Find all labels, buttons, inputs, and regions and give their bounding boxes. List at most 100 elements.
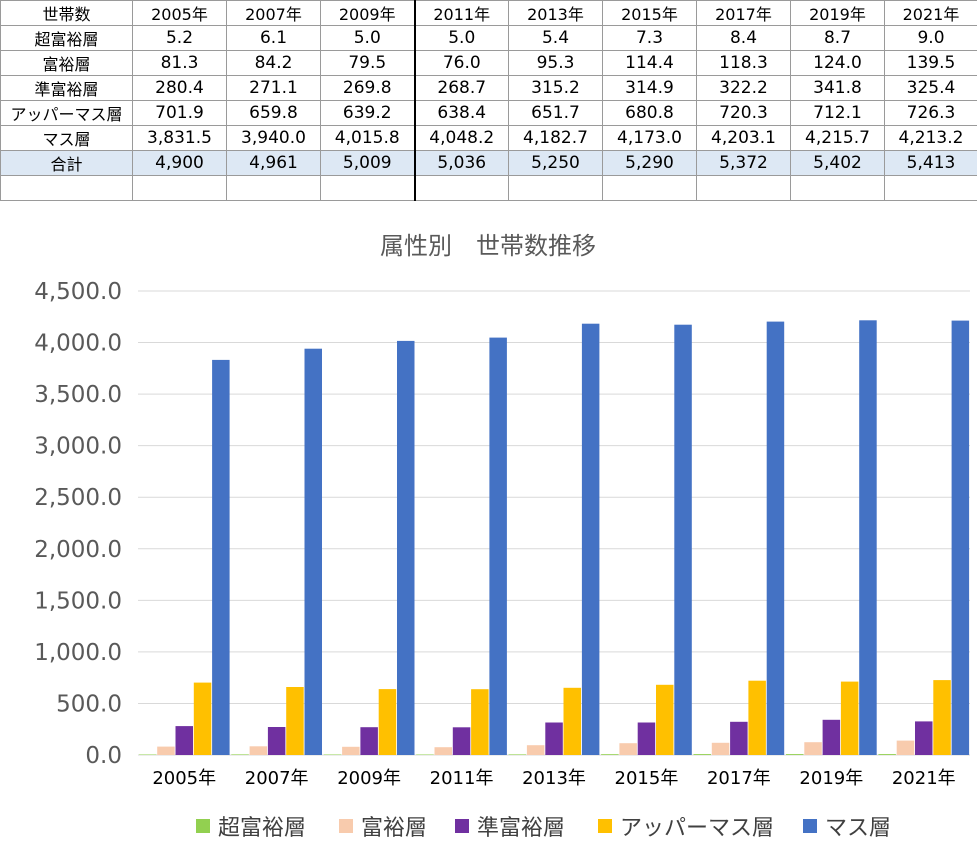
value-cell: 6.1 (226, 25, 321, 51)
x-tick-label: 2013年 (522, 768, 586, 789)
bar (822, 719, 841, 755)
bar (138, 754, 157, 755)
value-cell: 280.4 (132, 75, 227, 101)
total-value-cell: 4,961 (226, 150, 321, 176)
x-tick-label: 2021年 (892, 768, 956, 789)
value-cell: 325.4 (884, 75, 977, 101)
legend-label: アッパーマス層 (620, 816, 774, 841)
bar (581, 323, 600, 755)
bar (304, 348, 322, 755)
value-cell: 95.3 (508, 50, 603, 76)
legend-item: 準富裕層 (455, 816, 565, 841)
legend-swatch (598, 819, 612, 833)
legend-label: 超富裕層 (218, 816, 306, 841)
total-value-cell: 5,290 (602, 150, 697, 176)
y-tick-label: 2,000.0 (34, 537, 122, 563)
row-label-cell: 超富裕層 (0, 25, 133, 51)
x-tick-label: 2007年 (245, 768, 309, 789)
bar-chart: 属性別 世帯数推移 0.0 500.0 1,000.0 1,500.0 2,000.0 2… (34, 232, 970, 841)
value-cell: 3,940.0 (226, 125, 321, 151)
empty-row (0, 175, 977, 201)
bar (267, 727, 286, 755)
bar (489, 337, 507, 755)
value-cell: 726.3 (884, 100, 977, 126)
value-cell: 79.5 (320, 50, 415, 76)
bar (157, 746, 175, 755)
empty-cell (413, 175, 509, 201)
x-tick-label: 2005年 (152, 768, 216, 789)
bar (601, 754, 619, 755)
y-tick-label: 4,000.0 (34, 331, 122, 357)
bar (951, 320, 970, 755)
value-cell: 639.2 (320, 100, 415, 126)
total-value-cell: 5,372 (696, 150, 791, 176)
bar (859, 320, 877, 755)
bar (342, 746, 360, 755)
bar (360, 727, 378, 755)
bar (175, 726, 193, 755)
year-header-cell: 2017年 (696, 0, 791, 26)
bar (416, 754, 434, 755)
bar (563, 687, 581, 755)
table-header-row: 世帯数 2005年 2007年 2009年 2011年 2013年 2015年 2017年 20… (0, 0, 977, 26)
bar (674, 324, 692, 755)
year-header-cell: 2007年 (226, 0, 321, 26)
value-cell: 124.0 (790, 50, 885, 76)
bar (896, 740, 915, 755)
empty-cell (0, 175, 133, 201)
value-cell: 4,182.7 (508, 125, 603, 151)
value-cell: 4,048.2 (413, 125, 509, 151)
bar (693, 754, 711, 755)
x-tick-label: 2011年 (430, 768, 494, 789)
x-tick-label: 2017年 (707, 768, 771, 789)
legend-item: マス層 (803, 816, 891, 841)
value-cell: 268.7 (413, 75, 509, 101)
row-label-cell: アッパーマス層 (0, 100, 133, 126)
value-cell: 680.8 (602, 100, 697, 126)
bar (545, 722, 563, 755)
bar (434, 747, 452, 755)
legend-item: 富裕層 (339, 816, 427, 841)
value-cell: 701.9 (132, 100, 227, 126)
legend: 超富裕層 富裕層 準富裕層 アッパーマス層 マス層 (196, 816, 891, 841)
legend-item: アッパーマス層 (598, 816, 774, 841)
year-header-cell: 2015年 (602, 0, 697, 26)
empty-cell (884, 175, 977, 201)
value-cell: 271.1 (226, 75, 321, 101)
x-axis-ticks: 2005年 2007年 2009年 2011年 2013年 2015年 2017年 2019年… (152, 768, 955, 789)
value-cell: 4,203.1 (696, 125, 791, 151)
value-cell: 5.2 (132, 25, 227, 51)
bar (786, 754, 804, 755)
bar (915, 721, 933, 755)
bar (193, 682, 212, 755)
row-label-cell: 富裕層 (0, 50, 133, 76)
y-tick-label: 3,500.0 (34, 382, 122, 408)
table-row: 準富裕層 280.4 271.1 269.8 268.7 315.2 314.9 322.2 3… (0, 75, 977, 101)
legend-swatch (339, 819, 353, 833)
bar (619, 743, 637, 755)
x-tick-label: 2019年 (799, 768, 863, 789)
empty-cell (320, 175, 415, 201)
legend-swatch (196, 819, 210, 833)
bar (323, 754, 342, 755)
bar (249, 746, 268, 755)
table-row: 超富裕層 5.2 6.1 5.0 5.0 5.4 7.3 8.4 8.7 9.0 (0, 25, 977, 51)
bar (378, 689, 397, 755)
y-tick-label: 4,500.0 (34, 279, 122, 305)
value-cell: 4,015.8 (320, 125, 415, 151)
legend-swatch (803, 819, 817, 833)
total-value-cell: 5,036 (413, 150, 509, 176)
bar (526, 745, 545, 755)
value-cell: 7.3 (602, 25, 697, 51)
value-cell: 651.7 (508, 100, 603, 126)
table-corner-cell: 世帯数 (0, 0, 133, 26)
bar (804, 742, 822, 755)
year-header-cell: 2005年 (132, 0, 227, 26)
value-cell: 9.0 (884, 25, 977, 51)
bar (840, 681, 859, 755)
total-value-cell: 4,900 (132, 150, 227, 176)
value-cell: 114.4 (602, 50, 697, 76)
value-cell: 712.1 (790, 100, 885, 126)
value-cell: 4,213.2 (884, 125, 977, 151)
y-tick-label: 3,000.0 (34, 434, 122, 460)
